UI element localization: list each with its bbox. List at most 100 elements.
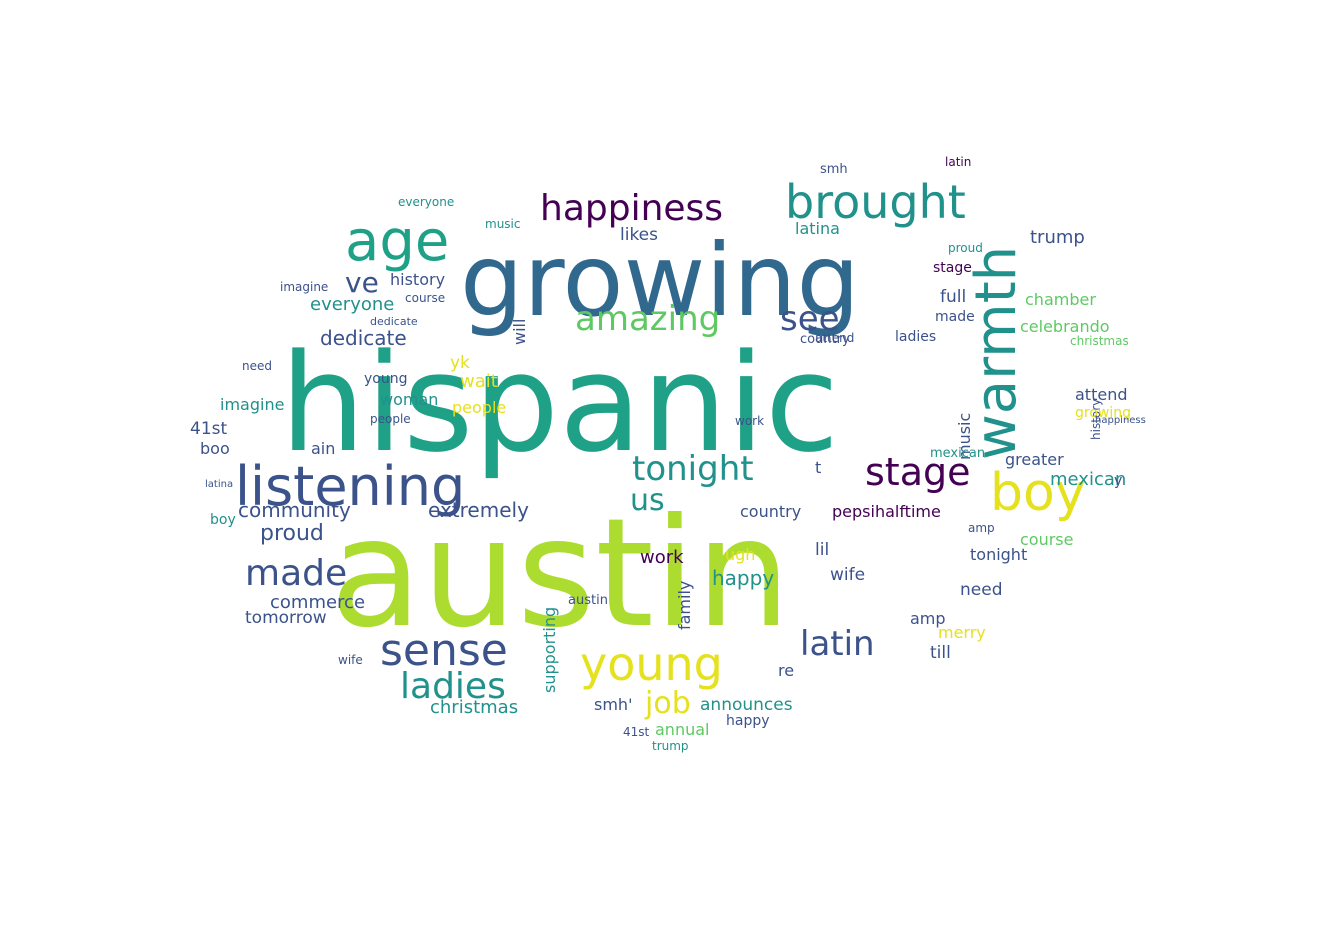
word-dedicate-small: dedicate: [370, 315, 418, 328]
word-ain: ain: [311, 439, 335, 458]
word-music-small: music: [485, 217, 520, 231]
word-trump: trump: [1030, 227, 1085, 248]
word-commerce: commerce: [270, 592, 365, 613]
word-listening: listening: [235, 455, 465, 518]
word-woman: woman: [380, 390, 438, 409]
word-annual: annual: [655, 720, 709, 739]
word-celebrando: celebrando: [1020, 317, 1110, 336]
word-41st: 41st: [190, 419, 227, 439]
word-happy-small: happy: [726, 713, 770, 729]
word-dedicate: dedicate: [320, 326, 407, 350]
word-re: re: [778, 661, 794, 680]
word-need-small: need: [242, 359, 272, 373]
word-41st-small: 41st: [623, 725, 650, 739]
word-course-small: course: [405, 291, 445, 305]
word-need: need: [960, 580, 1002, 600]
word-attend: attend: [1075, 385, 1128, 404]
word-latin: latin: [800, 624, 875, 664]
word-happiness-small: happiness: [1095, 415, 1146, 426]
word-wife: wife: [830, 565, 865, 585]
word-growing-small: growing: [1075, 405, 1131, 421]
word-smh: smh: [820, 162, 848, 177]
word-young: young: [580, 637, 723, 691]
word-greater: greater: [1005, 450, 1064, 469]
word-pepsihalftime: pepsihalftime: [832, 502, 941, 521]
word-warmth: warmth: [964, 246, 1029, 460]
word-age: age: [345, 209, 449, 274]
word-everyone-small: everyone: [398, 195, 454, 209]
word-trump-small: trump: [652, 739, 689, 753]
word-people: people: [452, 398, 506, 417]
word-history-small: history: [1089, 399, 1103, 440]
word-see: see: [780, 299, 840, 339]
word-imagine-small: imagine: [280, 280, 328, 294]
word-ugh: ugh: [725, 545, 755, 564]
word-latina-small: latina: [205, 479, 233, 490]
word-likes: likes: [620, 225, 658, 245]
word-extremely: extremely: [428, 498, 529, 522]
word-stage-small: stage: [933, 260, 972, 276]
word-austin-small: austin: [568, 593, 608, 608]
word-christmas-small: christmas: [1070, 334, 1129, 348]
word-announces: announces: [700, 695, 793, 715]
word-tonight: tonight: [632, 449, 754, 489]
word-mexican: mexican: [1050, 469, 1126, 490]
word-imagine: imagine: [220, 395, 284, 414]
word-amazing: amazing: [575, 299, 720, 339]
word-boy-small: boy: [210, 512, 236, 528]
word-family: family: [675, 581, 694, 630]
word-wife-small: wife: [338, 653, 363, 667]
word-ladies: ladies: [400, 666, 506, 707]
word-smh-apostrophe: smh': [594, 695, 632, 714]
word-attend-small: attend: [815, 331, 854, 345]
word-supporting: supporting: [540, 607, 559, 693]
word-country-small: country: [800, 332, 850, 347]
word-latin-small: latin: [945, 155, 971, 169]
word-austin: austin: [330, 487, 791, 661]
word-brought: brought: [785, 175, 966, 229]
word-everyone: everyone: [310, 294, 394, 315]
word-ve: ve: [345, 266, 379, 299]
word-us: us: [630, 483, 665, 518]
word-work: work: [640, 547, 684, 568]
word-chamber: chamber: [1025, 290, 1096, 309]
word-proud: proud: [260, 521, 324, 546]
word-full: full: [940, 287, 966, 307]
word-growing: growing: [460, 222, 860, 339]
word-made: made: [245, 553, 347, 594]
word-boo: boo: [200, 439, 230, 458]
word-mexican-small: mexican: [930, 446, 985, 461]
word-made-small: made: [935, 309, 975, 325]
word-amp-small: amp: [968, 521, 995, 535]
word-yk: yk: [450, 353, 470, 373]
word-music: music: [955, 413, 974, 460]
word-job: job: [644, 686, 691, 721]
word-hispanic: hispanic: [280, 325, 839, 482]
word-lil: lil: [815, 540, 829, 560]
word-work-small: work: [735, 414, 764, 428]
word-ladies-small: ladies: [895, 329, 936, 345]
word-sense: sense: [380, 625, 508, 676]
word-history: history: [390, 270, 445, 289]
word-boy: boy: [990, 463, 1086, 523]
word-course: course: [1020, 530, 1073, 549]
word-community: community: [238, 498, 351, 522]
word-latina: latina: [795, 219, 840, 238]
word-t: t: [815, 458, 821, 477]
word-tomorrow: tomorrow: [245, 608, 327, 628]
word-people-small: people: [370, 412, 411, 426]
word-merry: merry: [938, 623, 986, 642]
word-wait: wait: [460, 371, 498, 392]
word-y: y: [1114, 473, 1122, 489]
word-tonight-small: tonight: [970, 545, 1027, 564]
word-happy: happy: [712, 566, 774, 590]
word-till: till: [930, 643, 951, 663]
word-proud-small: proud: [948, 241, 983, 255]
word-will: will: [510, 319, 529, 345]
word-young-small: young: [364, 371, 407, 387]
word-stage: stage: [865, 450, 970, 494]
word-christmas: christmas: [430, 697, 518, 718]
word-happiness: happiness: [540, 188, 723, 229]
